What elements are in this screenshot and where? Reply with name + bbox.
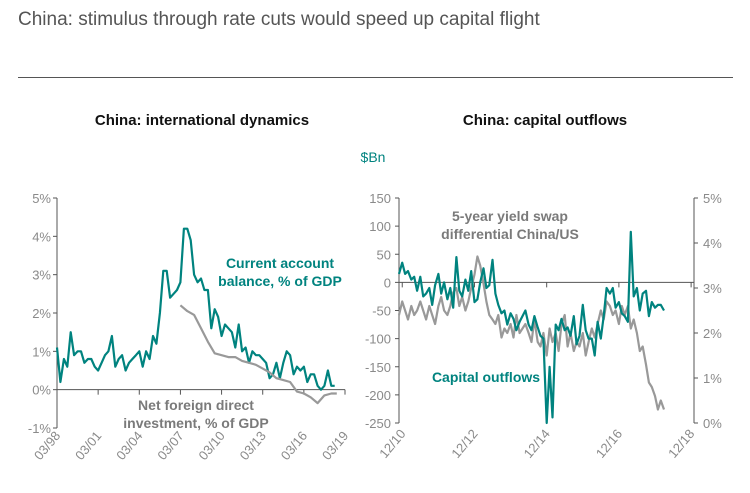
yield-swap-label-line-1: 5-year yield swap — [452, 208, 568, 224]
yield-swap-series-line — [397, 255, 666, 411]
left-chart-y-tick-label: 4% — [32, 229, 51, 244]
left-chart-y-tick-label: 0% — [32, 383, 51, 398]
left-chart-y-tick-label: 2% — [32, 306, 51, 321]
left-chart-y-tick-label: 3% — [32, 268, 51, 283]
right-chart-left-tick-label: 150 — [369, 191, 391, 206]
left-chart-y-tick-label: 1% — [32, 344, 51, 359]
right-chart-right-tick-label: 3% — [703, 281, 722, 296]
right-chart-x-tick-label: 12/10 — [376, 426, 408, 461]
right-chart-left-tick-label: -200 — [365, 388, 391, 403]
left-chart-x-tick-label: 03/10 — [195, 428, 227, 463]
yield-swap-label-line-2: differential China/US — [441, 226, 579, 242]
right-chart-left-tick-label: 100 — [369, 219, 391, 234]
right-chart-x-tick-label: 12/16 — [593, 426, 625, 461]
current-account-label-line-1: Current account — [226, 255, 334, 271]
current-account-series-line — [55, 227, 335, 391]
title-divider — [18, 77, 733, 78]
right-chart-x-tick-label: 12/12 — [448, 426, 480, 461]
right-chart-left-tick-label: -250 — [365, 416, 391, 431]
left-axis-unit-label: $Bn — [361, 149, 386, 165]
left-chart-x-tick-label: 03/01 — [72, 428, 104, 463]
left-chart-x-tick-label: 03/16 — [278, 428, 310, 463]
right-chart-left-tick-label: -50 — [372, 304, 391, 319]
page-title: China: stimulus through rate cuts would … — [18, 9, 540, 30]
right-chart-right-tick-label: 2% — [703, 326, 722, 341]
right-chart-x-tick-label: 12/18 — [665, 426, 697, 461]
right-chart-left-tick-label: -100 — [365, 332, 391, 347]
left-chart-x-tick-label: 03/07 — [154, 428, 186, 463]
left-chart-y-tick-label: 5% — [32, 191, 51, 206]
current-account-label-line-2: balance, % of GDP — [218, 273, 342, 289]
fdi-series-line — [179, 304, 337, 405]
right-chart-right-tick-label: 5% — [703, 191, 722, 206]
right-chart-title: China: capital outflows — [463, 112, 627, 129]
fdi-label-line-2: investment, % of GDP — [123, 415, 268, 431]
left-chart-x-tick-label: 03/19 — [319, 428, 351, 463]
right-chart-left-tick-label: 0 — [384, 275, 391, 290]
left-chart-y-tick-label: -1% — [28, 421, 52, 436]
right-chart-right-tick-label: 1% — [703, 371, 722, 386]
right-chart-right-tick-label: 0% — [703, 416, 722, 431]
left-chart-x-tick-label: 03/13 — [237, 428, 269, 463]
right-chart-left-tick-label: 50 — [377, 247, 391, 262]
capital-outflows-series-line — [397, 230, 665, 425]
capital-outflows-label: Capital outflows — [432, 369, 540, 385]
left-chart-title: China: international dynamics — [95, 112, 309, 129]
right-chart-right-tick-label: 4% — [703, 236, 722, 251]
right-chart-x-tick-label: 12/14 — [521, 426, 553, 461]
fdi-label-line-1: Net foreign direct — [138, 397, 254, 413]
left-chart-x-tick-label: 03/04 — [113, 428, 145, 463]
right-chart-left-tick-label: -150 — [365, 360, 391, 375]
